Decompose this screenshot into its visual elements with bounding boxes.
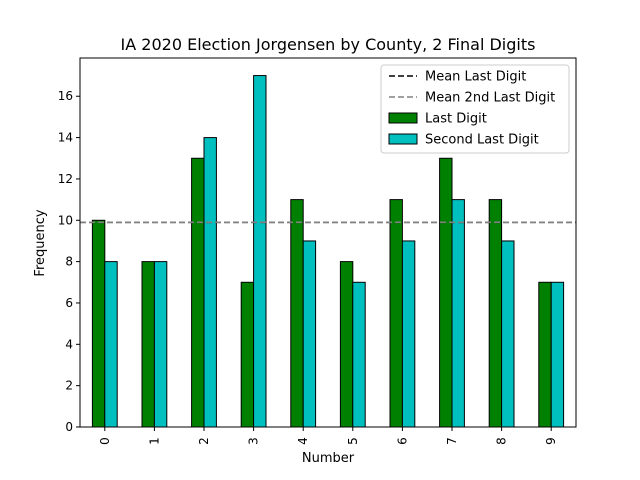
bar-last-digit-8: [488, 199, 503, 428]
y-tick-label: 8: [65, 255, 73, 269]
x-tick-label: 2: [197, 437, 211, 445]
y-tick-label: 6: [65, 296, 73, 310]
y-tick-label: 10: [58, 213, 73, 227]
x-tick-label: 9: [544, 437, 558, 445]
legend: Mean Last Digit Mean 2nd Last Digit Last D…: [380, 64, 570, 154]
x-tick-label: 4: [296, 437, 310, 445]
legend-label: Mean 2nd Last Digit: [425, 91, 555, 106]
bar-last-digit-6: [389, 199, 403, 428]
bar-last-digit-3: [240, 281, 255, 428]
x-tick-label: 1: [147, 437, 161, 445]
legend-swatch-patch: [388, 112, 418, 124]
y-tick-label: 4: [65, 337, 73, 351]
y-tick-label: 14: [58, 131, 73, 145]
bar-last-digit-9: [538, 281, 552, 428]
y-tick-label: 2: [65, 379, 73, 393]
bar-second-last-digit-7: [451, 199, 465, 428]
x-tick-label: 0: [98, 437, 112, 445]
bar-second-last-digit-1: [153, 261, 168, 428]
bar-second-last-digit-8: [501, 240, 515, 428]
x-axis-label: Number: [302, 451, 355, 466]
bar-second-last-digit-0: [104, 261, 118, 428]
x-tick-label: 8: [495, 437, 509, 445]
x-tick-label: 3: [247, 437, 261, 445]
legend-label: Mean Last Digit: [425, 70, 526, 85]
x-tick-label: 5: [346, 437, 360, 445]
bar-last-digit-7: [439, 157, 453, 428]
legend-label: Second Last Digit: [425, 133, 539, 148]
bar-second-last-digit-4: [302, 240, 317, 428]
y-tick-label: 16: [58, 89, 73, 103]
plot-frame: [79, 57, 577, 428]
bar-last-digit-5: [339, 261, 354, 428]
bar-last-digit-0: [91, 219, 106, 428]
legend-swatch-patch: [388, 133, 418, 145]
bar-last-digit-4: [290, 199, 304, 428]
bar-last-digit-1: [141, 261, 155, 428]
x-tick-label: 6: [395, 437, 409, 445]
bar-second-last-digit-9: [550, 281, 565, 428]
bar-last-digit-2: [191, 157, 205, 428]
legend-label: Last Digit: [425, 112, 487, 127]
chart-title: IA 2020 Election Jorgensen by County, 2 …: [121, 35, 536, 54]
bar-second-last-digit-3: [253, 75, 267, 428]
y-axis-label: Frequency: [33, 209, 48, 276]
x-axis: 0 1 2 3 4 5 6 7 8 9: [98, 427, 558, 445]
bar-second-last-digit-6: [401, 240, 416, 428]
y-tick-label: 0: [65, 420, 73, 434]
legend-box: [380, 64, 570, 154]
x-tick-label: 7: [445, 437, 459, 445]
y-tick-label: 12: [58, 172, 73, 186]
bar-second-last-digit-5: [352, 281, 366, 428]
y-axis: 0 2 4 6 8 10 12 14 16: [58, 89, 80, 434]
bar-second-last-digit-2: [203, 137, 217, 428]
